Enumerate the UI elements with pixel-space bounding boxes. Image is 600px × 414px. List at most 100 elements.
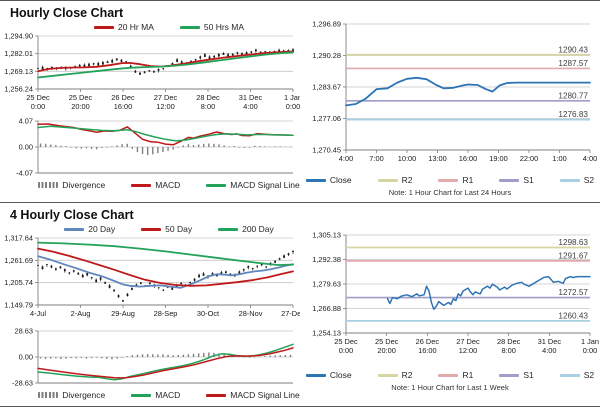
svg-text:1280.77: 1280.77: [558, 91, 588, 100]
legend-label: R1: [462, 175, 474, 185]
sr-24h-chart: 1,296.89 1,290.28 1,283.67 1,277.06 1,270.45…: [312, 20, 597, 164]
svg-text:19:00: 19:00: [489, 154, 508, 163]
svg-text:29-Aug: 29-Aug: [111, 309, 135, 318]
svg-text:26 Dec: 26 Dec: [111, 93, 135, 102]
svg-text:28-Nov: 28-Nov: [239, 309, 263, 318]
hourly-macd-chart: 4.07 0.00 -4.07: [16, 117, 294, 178]
svg-text:1,149.79: 1,149.79: [4, 301, 33, 310]
hourly-ma-legend: 20 Hr MA 50 Hrs MA: [0, 21, 300, 33]
legend-item-macd-signal-line: MACD Signal Line: [206, 390, 300, 400]
svg-text:8:00: 8:00: [201, 102, 215, 111]
legend-item-s1: S1: [499, 175, 534, 185]
divergence-bars-swatch: [38, 392, 59, 398]
svg-text:1,256.24: 1,256.24: [4, 85, 33, 94]
svg-text:22:00: 22:00: [520, 154, 539, 163]
legend-item-s2: S2: [559, 370, 595, 380]
legend-item-close: Close: [305, 370, 352, 380]
sr-1wk-note: Note: 1 Hour Chart for Last 1 Week: [391, 383, 509, 392]
legend-item-r1: R1: [438, 175, 473, 185]
line-swatch: [64, 227, 85, 231]
sr-1wk-chart: 1,305.13 1,292.38 1,279.63 1,266.88 1,254.13…: [312, 231, 599, 356]
svg-text:1290.43: 1290.43: [558, 45, 588, 54]
line-swatch: [206, 393, 227, 397]
four-hourly-chart-title: 4 Hourly Close Chart: [10, 208, 134, 222]
svg-text:12:00: 12:00: [459, 346, 478, 355]
bottom-row: 4 Hourly Close Chart 20 Day 50 Day 200 Day…: [0, 203, 600, 407]
svg-text:12:00: 12:00: [156, 102, 175, 111]
legend-label: Divergence: [62, 390, 106, 400]
svg-text:4-Jul: 4-Jul: [30, 309, 46, 318]
svg-text:7:00: 7:00: [369, 154, 383, 163]
hourly-close-panel: Hourly Close Chart 20 Hr MA 50 Hrs MA 1,2…: [0, 1, 300, 202]
svg-text:1,269.13: 1,269.13: [4, 67, 33, 76]
svg-text:1,317.64: 1,317.64: [4, 235, 33, 243]
svg-text:25 Dec: 25 Dec: [26, 93, 50, 102]
divergence-bars-swatch: [38, 182, 59, 188]
legend-item-r1: R1: [438, 370, 473, 380]
svg-text:1272.57: 1272.57: [558, 288, 588, 297]
legend-item-r2: R2: [377, 370, 412, 380]
legend-label: Close: [329, 175, 352, 185]
svg-text:0:00: 0:00: [286, 102, 300, 111]
line-swatch: [179, 25, 200, 29]
svg-text:1,282.01: 1,282.01: [4, 49, 33, 58]
svg-text:-4.07: -4.07: [16, 169, 33, 178]
line-swatch: [377, 373, 398, 377]
svg-text:30-Oct: 30-Oct: [197, 309, 219, 318]
line-swatch: [206, 183, 227, 187]
svg-text:1,294.90: 1,294.90: [4, 33, 33, 41]
line-swatch: [559, 373, 580, 377]
svg-text:4:00: 4:00: [542, 346, 556, 355]
svg-text:0:00: 0:00: [583, 346, 597, 355]
svg-text:1 Jan: 1 Jan: [581, 337, 599, 346]
legend-item-20-hr-ma: 20 Hr MA: [93, 22, 154, 32]
svg-text:20:00: 20:00: [377, 346, 396, 355]
svg-text:1276.83: 1276.83: [558, 110, 588, 119]
legend-label: MACD Signal Line: [230, 180, 300, 190]
svg-text:0:00: 0:00: [31, 102, 45, 111]
legend-item-macd: MACD: [131, 180, 180, 190]
svg-text:28 Dec: 28 Dec: [497, 337, 521, 346]
legend-label: 200 Day: [242, 224, 274, 234]
svg-text:4:00: 4:00: [339, 154, 353, 163]
line-swatch: [141, 227, 162, 231]
svg-text:1,279.63: 1,279.63: [312, 280, 341, 289]
sr-24h-note: Note: 1 Hour Chart for Last 24 Hours: [388, 188, 512, 197]
sr-1wk-legend: Close R2 R1 S1 S2: [300, 369, 600, 381]
line-swatch: [305, 373, 326, 377]
svg-text:16:00: 16:00: [418, 346, 437, 355]
svg-text:27 Dec: 27 Dec: [456, 337, 480, 346]
svg-text:26 Dec: 26 Dec: [416, 337, 440, 346]
svg-text:25 Dec: 25 Dec: [69, 93, 93, 102]
line-swatch: [93, 25, 114, 29]
four-hourly-macd-legend: Divergence MACD MACD Signal Line: [0, 389, 300, 401]
four-hourly-macd-chart: 28.63 0.00 -28.63: [12, 327, 294, 387]
legend-label: Divergence: [62, 180, 106, 190]
legend-item-50-hrs-ma: 50 Hrs MA: [179, 22, 244, 32]
line-swatch: [499, 178, 520, 182]
legend-label: R1: [462, 370, 474, 380]
svg-text:4:00: 4:00: [243, 102, 257, 111]
svg-text:1,305.13: 1,305.13: [312, 231, 341, 240]
legend-item-s1: S1: [499, 370, 534, 380]
legend-item-macd: MACD: [131, 390, 180, 400]
svg-text:16:00: 16:00: [459, 154, 478, 163]
svg-text:1,261.69: 1,261.69: [4, 256, 33, 265]
svg-text:0.00: 0.00: [19, 353, 33, 362]
legend-label: 20 Hr MA: [117, 22, 154, 32]
svg-text:20:00: 20:00: [71, 102, 90, 111]
legend-label: S2: [583, 370, 595, 380]
sr-24h-panel: 1,296.89 1,290.28 1,283.67 1,277.06 1,270.45…: [300, 1, 600, 202]
svg-text:1291.67: 1291.67: [558, 251, 588, 260]
four-hourly-ma-legend: 20 Day 50 Day 200 Day: [0, 223, 300, 235]
svg-text:25 Dec: 25 Dec: [375, 337, 399, 346]
svg-text:1,266.88: 1,266.88: [312, 304, 341, 313]
svg-text:16:00: 16:00: [114, 102, 133, 111]
svg-text:1,296.89: 1,296.89: [312, 20, 341, 29]
legend-item-divergence: Divergence: [38, 180, 105, 190]
line-swatch: [131, 183, 152, 187]
legend-label: R2: [401, 175, 413, 185]
legend-label: MACD: [155, 390, 181, 400]
legend-item-200-day: 200 Day: [218, 224, 274, 234]
